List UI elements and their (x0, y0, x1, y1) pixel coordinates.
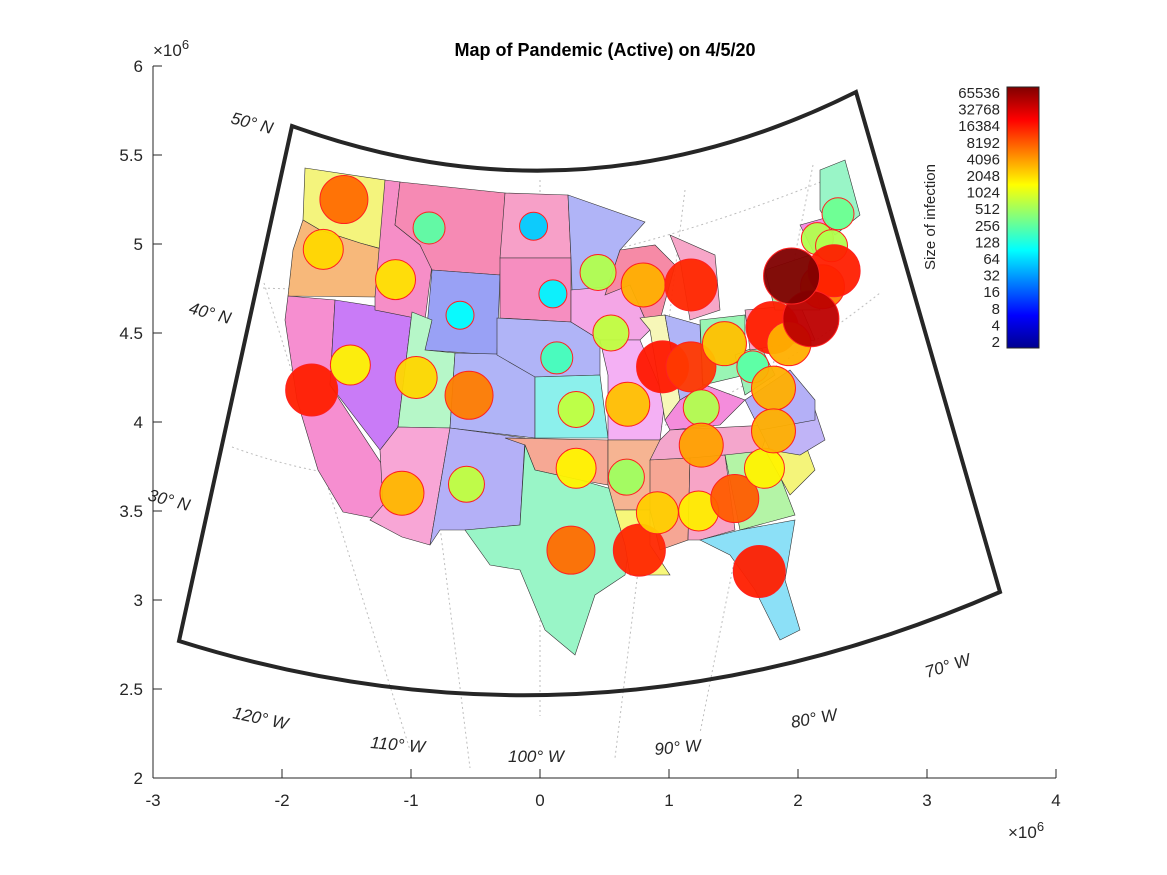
y-tick-label: 2 (134, 769, 143, 788)
map-frame (176, 89, 1003, 698)
infection-bubble (664, 258, 718, 312)
infection-bubble (412, 211, 446, 245)
y-tick-label: 3.5 (119, 502, 143, 521)
infection-bubble (607, 458, 645, 496)
x-tick-label: 0 (535, 791, 544, 810)
infection-bubbles (285, 175, 861, 599)
infection-bubble (285, 363, 339, 417)
colorbar (1006, 86, 1040, 349)
infection-bubble (743, 447, 785, 489)
colorbar-tick-label: 128 (975, 234, 1000, 251)
infection-bubble (302, 228, 344, 270)
colorbar-tick-label: 8 (992, 301, 1000, 318)
y-axis-exponent: ×106 (153, 37, 189, 60)
infection-bubble (750, 365, 796, 411)
colorbar-ticks: 6553632768163848192409620481024512256128… (958, 85, 1000, 351)
x-axis-exponent: ×106 (1008, 819, 1044, 842)
x-tick-label: 2 (793, 791, 802, 810)
infection-bubble (763, 247, 821, 305)
infection-bubble (540, 341, 574, 375)
colorbar-tick-label: 32 (983, 268, 1000, 285)
y-tick-label: 5 (134, 235, 143, 254)
x-tick-label: -2 (274, 791, 289, 810)
infection-bubble (445, 300, 475, 330)
chart-title: Map of Pandemic (Active) on 4/5/20 (454, 40, 755, 60)
infection-bubble (701, 321, 747, 367)
x-tick-label: 4 (1051, 791, 1060, 810)
infection-bubble (682, 389, 720, 427)
infection-bubble (710, 474, 760, 524)
colorbar-tick-label: 8192 (967, 135, 1000, 152)
infection-bubble (444, 370, 494, 420)
infection-bubble (329, 344, 371, 386)
y-axis-ticks: 2 2.5 3 3.5 4 4.5 5 5.5 6 (119, 57, 162, 788)
infection-bubble (620, 262, 666, 308)
infection-bubble (592, 314, 630, 352)
colorbar-tick-label: 1024 (967, 185, 1000, 202)
meridian-label-110w: 110° W (370, 733, 428, 757)
colorbar-tick-label: 4096 (967, 151, 1000, 168)
infection-bubble (519, 211, 549, 241)
colorbar-tick-label: 2048 (967, 168, 1000, 185)
infection-bubble (447, 465, 485, 503)
infection-bubble (579, 253, 617, 291)
colorbar-tick-label: 512 (975, 201, 1000, 218)
x-tick-label: 3 (922, 791, 931, 810)
infection-bubble (678, 422, 724, 468)
infection-bubble (379, 470, 425, 516)
y-tick-label: 5.5 (119, 146, 143, 165)
y-tick-label: 2.5 (119, 680, 143, 699)
infection-bubble (394, 356, 438, 399)
y-tick-label: 6 (134, 57, 143, 76)
x-tick-label: -1 (403, 791, 418, 810)
meridian-label-100w: 100° W (508, 747, 566, 766)
x-tick-label: -3 (145, 791, 160, 810)
infection-bubble (665, 341, 717, 393)
infection-bubble (750, 408, 796, 454)
colorbar-tick-label: 256 (975, 218, 1000, 235)
infection-bubble (557, 391, 595, 429)
infection-bubble (375, 259, 417, 301)
colorbar-tick-label: 16384 (958, 118, 1000, 135)
meridian-label-90w: 90° W (654, 736, 704, 759)
colorbar-tick-label: 2 (992, 334, 1000, 351)
infection-bubble (555, 447, 597, 489)
colorbar-tick-label: 16 (983, 284, 1000, 301)
x-tick-label: 1 (664, 791, 673, 810)
infection-bubble (319, 175, 369, 224)
infection-bubble (605, 381, 651, 427)
x-axis-ticks: -3 -2 -1 0 1 2 3 4 (145, 769, 1061, 810)
colorbar-tick-label: 64 (983, 251, 1000, 268)
y-tick-label: 4.5 (119, 324, 143, 343)
colorbar-tick-label: 4 (992, 317, 1000, 334)
colorbar-tick-label: 32768 (958, 102, 1000, 119)
colorbar-label: Size of infection (922, 164, 939, 270)
y-tick-label: 3 (134, 591, 143, 610)
y-tick-label: 4 (134, 413, 143, 432)
infection-bubble (732, 545, 786, 599)
infection-bubble (538, 279, 568, 309)
infection-bubble (821, 197, 855, 231)
colorbar-tick-label: 65536 (958, 85, 1000, 102)
infection-bubble (635, 491, 679, 535)
infection-bubble (546, 525, 596, 575)
